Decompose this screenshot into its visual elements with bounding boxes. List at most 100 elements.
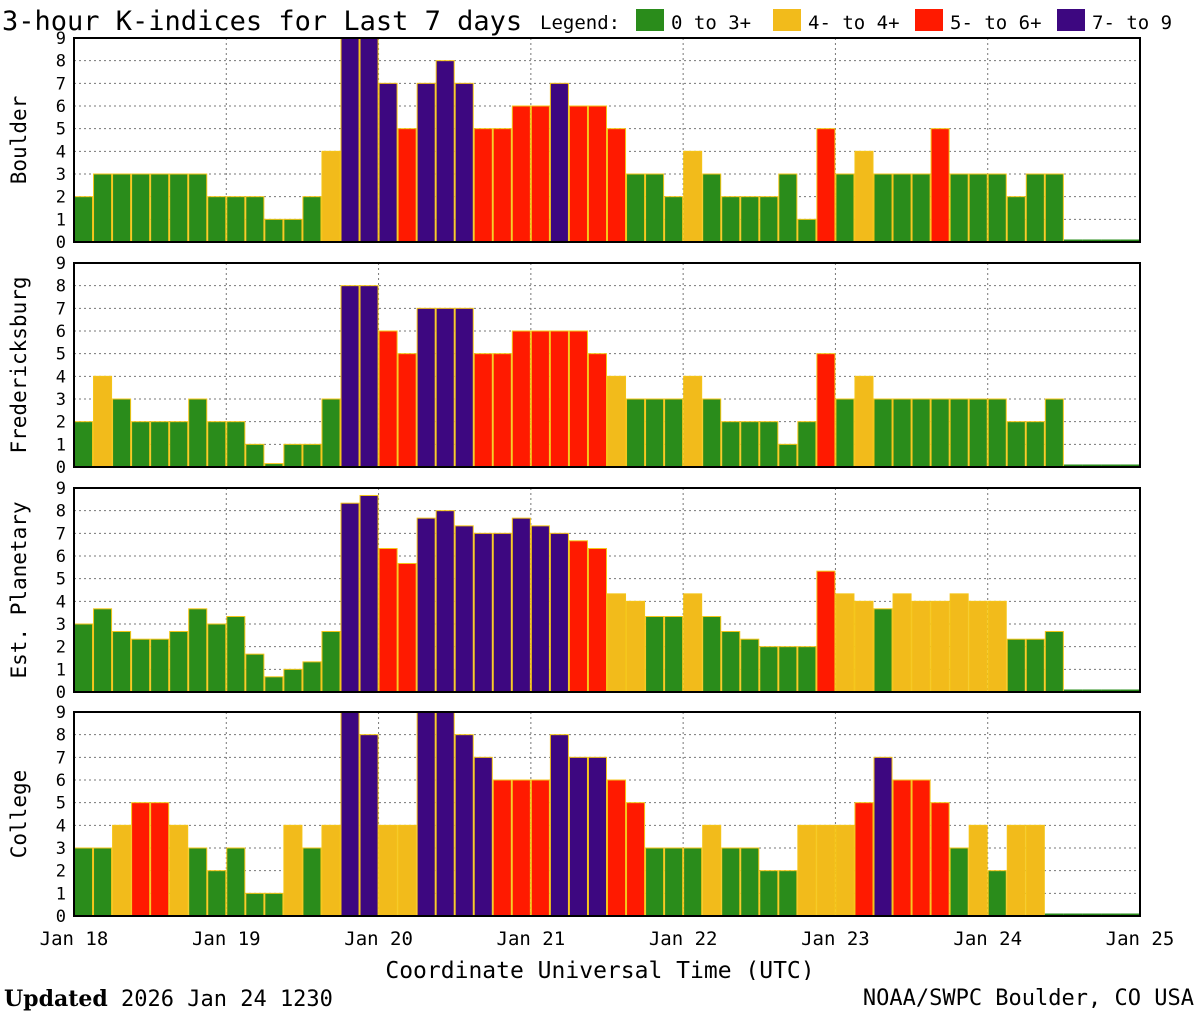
x-tick-label: Jan 19: [192, 928, 261, 950]
bar: [169, 630, 189, 693]
bar: [930, 600, 950, 693]
bar: [416, 82, 436, 243]
bar: [778, 173, 798, 243]
y-tick-labels: 0 12 3 45 6 78 9: [56, 29, 66, 253]
bar: [473, 756, 493, 917]
bar: [378, 548, 398, 693]
bar: [930, 398, 950, 468]
bar: [568, 105, 588, 243]
bar: [987, 600, 1007, 693]
x-tick-label: Jan 22: [649, 928, 718, 950]
bar: [492, 128, 512, 243]
bar: [854, 802, 874, 917]
legend-label: Legend:: [540, 12, 620, 34]
bar: [283, 443, 303, 468]
y-tick-label: 3: [56, 165, 66, 185]
bar: [245, 196, 265, 243]
bar: [911, 779, 931, 917]
bar: [131, 173, 151, 243]
bar: [568, 540, 588, 693]
x-tick-label: Jan 20: [344, 928, 413, 950]
bar: [492, 779, 512, 917]
bar: [683, 593, 703, 693]
bar: [150, 638, 170, 693]
bar: [968, 173, 988, 243]
bar: [169, 824, 189, 917]
bar: [321, 630, 341, 693]
bar: [131, 802, 151, 917]
k-index-chart: 3-hour K-indices for Last 7 days Legend:…: [2, 6, 1175, 984]
bar: [245, 892, 265, 917]
bar: [74, 196, 94, 243]
bar: [283, 824, 303, 917]
y-tick-label: 7: [56, 299, 66, 319]
bar-empty: [1082, 689, 1102, 692]
bars: [74, 285, 1140, 468]
legend-entry-1: 4- to 4+: [808, 12, 900, 34]
bar: [645, 398, 665, 468]
bar: [435, 510, 455, 693]
y-axis-label: College: [7, 770, 31, 859]
panel-frame: [73, 262, 1141, 468]
bars: [74, 494, 1140, 693]
y-tick-label: 1: [56, 210, 66, 230]
bar: [1025, 173, 1045, 243]
bar-empty: [1063, 913, 1083, 916]
bar: [454, 734, 474, 917]
bar: [797, 421, 817, 468]
bar: [683, 375, 703, 468]
bar: [416, 711, 436, 917]
bar: [702, 616, 722, 693]
x-axis-label: Coordinate Universal Time (UTC): [385, 958, 814, 980]
bar: [854, 375, 874, 468]
bars: [74, 711, 1140, 917]
bar: [511, 105, 531, 243]
bar: [645, 847, 665, 917]
bar: [892, 779, 912, 917]
bar: [416, 307, 436, 468]
y-tick-label: 4: [56, 816, 66, 836]
bar: [454, 307, 474, 468]
y-tick-label: 2: [56, 638, 66, 658]
y-tick-label: 9: [56, 254, 66, 274]
bar: [435, 711, 455, 917]
bar-empty: [1063, 689, 1083, 692]
bar: [302, 847, 322, 917]
bar: [816, 824, 836, 917]
bar: [854, 150, 874, 243]
legend-swatch-1: [773, 9, 801, 31]
legend-entry-2: 5- to 6+: [950, 12, 1042, 34]
bar: [930, 802, 950, 917]
bar: [283, 668, 303, 693]
y-tick-label: 0: [56, 907, 66, 927]
bar: [207, 196, 227, 243]
bar: [359, 37, 379, 243]
bar: [702, 824, 722, 917]
bar: [968, 600, 988, 693]
y-tick-label: 8: [56, 726, 66, 746]
y-axis-label: Fredericksburg: [7, 276, 31, 453]
bar: [778, 870, 798, 917]
y-tick-label: 3: [56, 839, 66, 859]
bar: [112, 630, 132, 693]
y-axis-label: Boulder: [7, 96, 31, 185]
bar: [740, 421, 760, 468]
x-tick-labels: Jan 18 Jan 19 Jan 20 Jan 21 Jan 22 Jan 23 Jan …: [40, 928, 1175, 950]
bar: [664, 398, 684, 468]
y-tick-label: 1: [56, 435, 66, 455]
bar: [530, 330, 550, 468]
y-tick-label: 6: [56, 322, 66, 342]
bar: [854, 600, 874, 693]
bar: [264, 676, 284, 693]
bar: [626, 802, 646, 917]
bar: [835, 593, 855, 693]
bar: [607, 593, 627, 693]
y-tick-label: 5: [56, 345, 66, 365]
bar-empty: [1101, 689, 1121, 692]
bar: [207, 870, 227, 917]
bar: [892, 398, 912, 468]
updated-value: 2026 Jan 24 1230: [121, 987, 333, 1012]
x-tick-label: Jan 24: [953, 928, 1022, 950]
y-tick-labels: 0 12 3 45 6 78 9: [56, 703, 66, 927]
bar: [93, 847, 113, 917]
